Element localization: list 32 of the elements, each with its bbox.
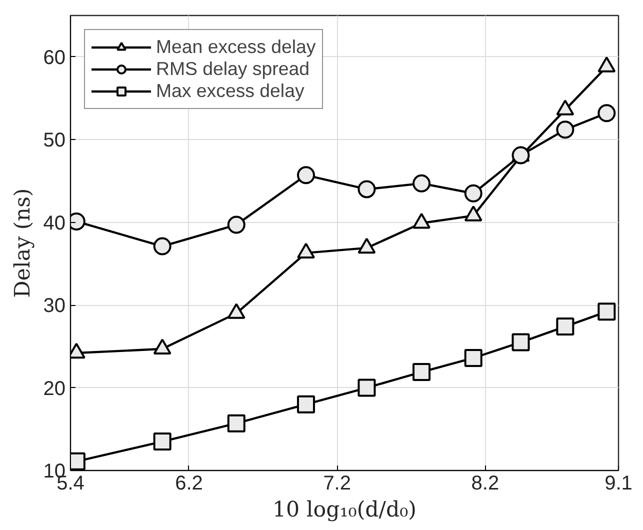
x-axis-title: 10 log₁₀(d/d₀) <box>272 498 417 522</box>
y-tick-label: 30 <box>43 295 66 318</box>
point <box>464 348 482 367</box>
legend-label: Mean excess delay <box>156 36 316 58</box>
point <box>464 184 482 202</box>
point <box>556 318 574 336</box>
y-tick-label: 60 <box>43 46 66 69</box>
y-tick-label: 50 <box>43 130 66 152</box>
point <box>296 166 315 184</box>
point <box>153 237 172 256</box>
x-tick-label: 6.2 <box>175 472 203 494</box>
x-tick-label: 8.2 <box>471 472 500 494</box>
point <box>227 414 246 432</box>
point <box>512 333 530 352</box>
point <box>598 302 616 321</box>
point <box>556 120 574 139</box>
point <box>512 146 530 164</box>
legend-label: Max excess delay <box>156 80 304 102</box>
y-tick-label: 40 <box>43 212 66 234</box>
point <box>227 216 246 234</box>
x-tick-label: 7.2 <box>323 472 352 494</box>
x-tick-label: 9.1 <box>604 472 632 494</box>
point <box>296 395 315 414</box>
point <box>598 104 616 122</box>
y-axis-title: Delay (ns) <box>10 188 36 298</box>
point <box>412 363 431 382</box>
y-tick-label: 20 <box>43 378 66 400</box>
point <box>153 432 172 451</box>
point <box>358 180 376 198</box>
point <box>358 378 376 397</box>
legend-label: RMS delay spread <box>156 58 310 80</box>
point <box>412 174 431 192</box>
